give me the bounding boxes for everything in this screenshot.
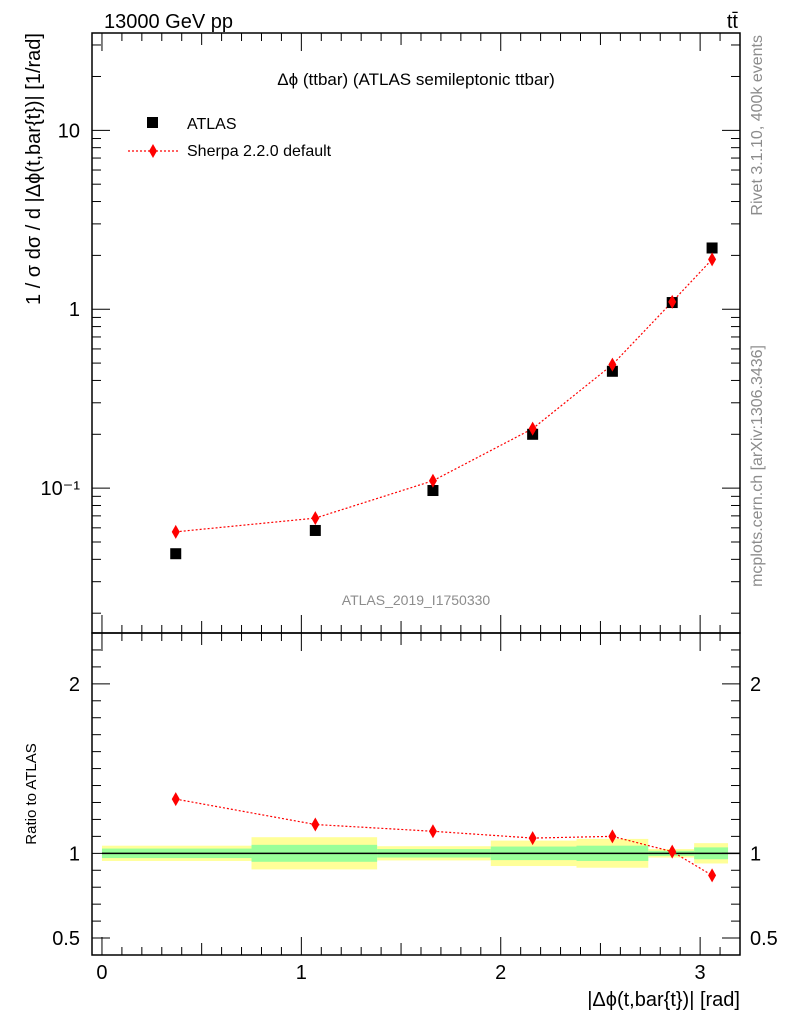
- ratio-sherpa-point: [171, 792, 180, 807]
- analysis-watermark: ATLAS_2019_I1750330: [342, 592, 491, 608]
- atlas-point: [309, 524, 321, 536]
- ratio-y-tick-label-right: 0.5: [750, 928, 778, 950]
- y-tick-label: 10: [58, 120, 80, 142]
- sherpa-point: [608, 357, 617, 372]
- ratio-frame: [91, 632, 741, 956]
- ratio-sherpa-point: [708, 868, 717, 883]
- sherpa-point: [171, 524, 180, 539]
- x-axis-label: |Δϕ(t,bar{t})| [rad]: [587, 989, 740, 1011]
- ratio-y-tick-label: 1: [69, 843, 80, 865]
- ratio-panel: 0.5 0.5 1 1 2 2 0 1 2 3 Ratio to ATLAS |Δϕ(t,bar{…: [23, 632, 778, 1011]
- sherpa-point: [528, 421, 537, 436]
- ratio-y-axis-label: Ratio to ATLAS: [23, 743, 40, 844]
- plot-title: Δϕ (ttbar) (ATLAS semileptonic ttbar): [277, 70, 555, 89]
- sherpa-point: [668, 294, 677, 309]
- atlas-point: [706, 242, 718, 254]
- atlas-point: [170, 548, 182, 560]
- x-tick-label: 2: [495, 962, 506, 984]
- atlas-point: [427, 485, 439, 497]
- ratio-y-tick-label: 2: [69, 674, 80, 696]
- x-tick-label: 1: [296, 962, 307, 984]
- sherpa-line: [175, 258, 713, 533]
- ratio-marks: [101, 792, 740, 883]
- legend-atlas-label: ATLAS: [187, 116, 237, 133]
- y-axis-label: 1 / σ dσ / d |Δϕ(t,bar{t})| [1/rad]: [23, 33, 45, 305]
- y-tick-label: 1: [69, 299, 80, 321]
- sherpa-point: [428, 473, 437, 488]
- legend-atlas-marker: [147, 117, 158, 128]
- x-tick-label: 3: [695, 962, 706, 984]
- rivet-version-label: Rivet 3.1.10, 400k events: [749, 35, 766, 216]
- sherpa-point: [708, 252, 717, 267]
- y-tick-label: 10⁻¹: [41, 478, 81, 500]
- legend: ATLAS Sherpa 2.2.0 default: [128, 116, 332, 160]
- main-plot-panel: 10⁻¹ 1 10 Δϕ (ttbar) (ATLAS semileptonic t…: [23, 32, 741, 634]
- x-tick-label: 0: [96, 962, 107, 984]
- collision-energy-label: 13000 GeV pp: [104, 11, 233, 33]
- sherpa-point: [311, 511, 320, 526]
- ratio-axes: 0.5 0.5 1 1 2 2 0 1 2 3: [52, 633, 778, 984]
- process-label: tt̄: [727, 11, 739, 33]
- ratio-y-tick-label-right: 1: [750, 843, 761, 865]
- ratio-y-tick-label-right: 2: [750, 674, 761, 696]
- legend-sherpa-marker: [149, 144, 157, 158]
- ratio-y-tick-label: 0.5: [52, 928, 80, 950]
- ratio-sherpa-point: [528, 831, 537, 846]
- ratio-sherpa-point: [668, 844, 677, 859]
- ratio-sherpa-point: [311, 817, 320, 832]
- main-plot-marks: [170, 242, 718, 560]
- legend-sherpa-label: Sherpa 2.2.0 default: [187, 143, 332, 160]
- ratio-sherpa-point: [608, 829, 617, 844]
- ratio-sherpa-point: [428, 824, 437, 839]
- main-plot-axes: 10⁻¹ 1 10: [41, 33, 740, 633]
- mcplots-reference-label: mcplots.cern.ch [arXiv:1306.3436]: [749, 345, 766, 587]
